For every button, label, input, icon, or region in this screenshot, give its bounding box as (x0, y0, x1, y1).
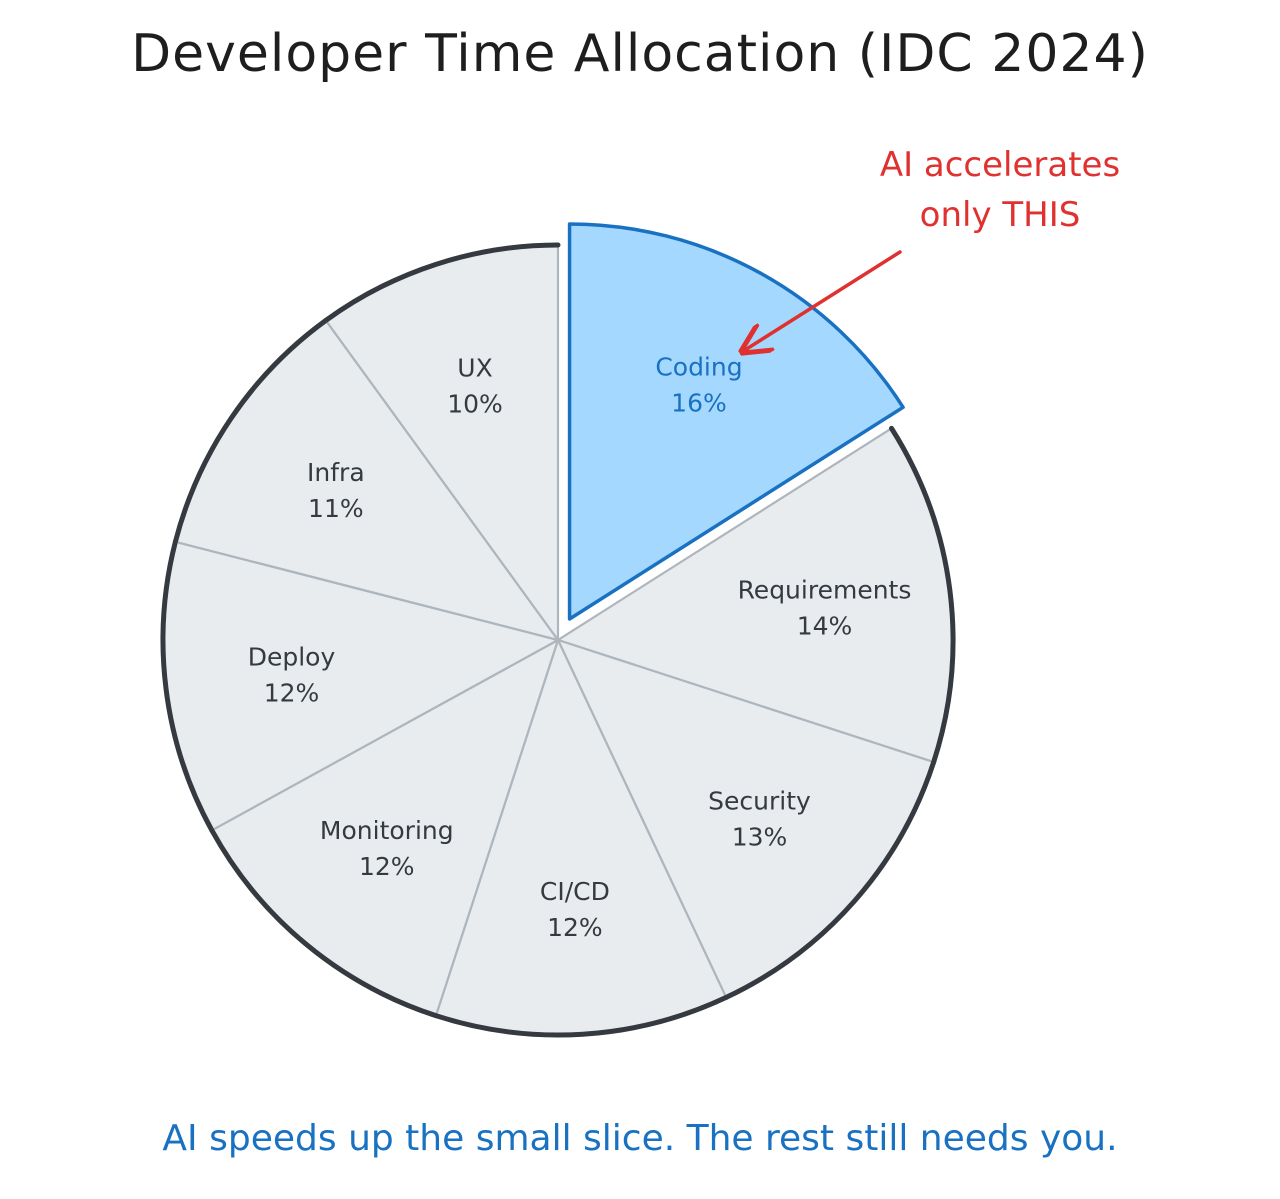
pie-slice-coding (567, 222, 905, 621)
slice-label-monitoring: Monitoring (320, 816, 454, 845)
slice-label-ux: UX (457, 354, 492, 383)
slice-value-coding: 16% (671, 389, 727, 418)
pie-rim-infra (172, 317, 329, 545)
slice-label-coding: Coding (655, 353, 742, 382)
pie-rim-security (723, 759, 937, 1000)
slice-label-security: Security (708, 787, 811, 816)
pie-rim-ux (323, 242, 561, 323)
slice-value-requirements: 14% (797, 611, 853, 640)
annotation: AI accelerates only THIS (745, 145, 1120, 350)
annotation-arrow (745, 250, 902, 350)
slice-value-monitoring: 12% (359, 852, 415, 881)
annotation-text-line2: only THIS (920, 195, 1081, 235)
pie-rim-requirements (889, 425, 956, 765)
slice-value-ux: 10% (447, 390, 503, 419)
slice-label-ci-cd: CI/CD (540, 877, 610, 906)
slice-label-requirements: Requirements (738, 575, 912, 604)
slice-label-infra: Infra (307, 458, 365, 487)
slice-value-infra: 11% (308, 494, 364, 523)
slice-value-deploy: 12% (264, 679, 320, 708)
pie-labels: Coding 16% Requirements 14% Security 13% CI/CD… (248, 353, 912, 942)
chart-title: Developer Time Allocation (IDC 2024) (131, 24, 1149, 84)
slice-value-security: 13% (732, 823, 788, 852)
pie-slices (160, 222, 956, 1038)
annotation-text-line1: AI accelerates (880, 145, 1120, 185)
pie-rim-ci-cd (433, 994, 729, 1038)
pie-rim-monitoring (209, 827, 439, 1019)
slice-value-ci-cd: 12% (547, 913, 603, 942)
footer-note: AI speeds up the small slice. The rest s… (162, 1118, 1118, 1159)
pie-rim-deploy (160, 539, 215, 833)
slice-label-deploy: Deploy (248, 643, 336, 672)
